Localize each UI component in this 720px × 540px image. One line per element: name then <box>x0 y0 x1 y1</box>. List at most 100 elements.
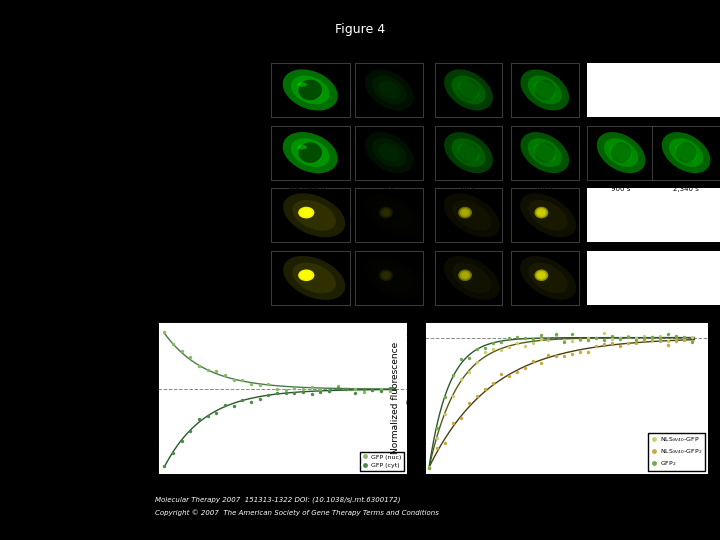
Ellipse shape <box>536 271 546 280</box>
Y-axis label: Normalized fluorescence: Normalized fluorescence <box>391 342 400 454</box>
Text: Pre bleach: Pre bleach <box>289 186 325 192</box>
Bar <box>511 63 579 117</box>
Ellipse shape <box>444 70 492 111</box>
Circle shape <box>297 145 307 150</box>
Ellipse shape <box>379 143 400 163</box>
Bar <box>511 126 579 180</box>
Point <box>439 409 451 418</box>
Point <box>271 388 283 397</box>
Ellipse shape <box>365 70 414 111</box>
Point <box>341 384 352 393</box>
Ellipse shape <box>538 272 545 279</box>
Point <box>219 401 230 409</box>
Point <box>297 388 309 397</box>
Bar <box>511 251 579 305</box>
Point <box>463 367 474 376</box>
Point <box>471 345 482 354</box>
Text: NLS$_{SV40}$GFP: NLS$_{SV40}$GFP <box>158 210 199 220</box>
Ellipse shape <box>528 138 562 167</box>
Ellipse shape <box>451 138 485 167</box>
Point <box>654 332 666 340</box>
Ellipse shape <box>675 144 697 162</box>
Point <box>670 332 682 340</box>
Ellipse shape <box>444 256 500 300</box>
Ellipse shape <box>298 269 315 281</box>
Point <box>306 390 318 399</box>
Point <box>630 334 642 342</box>
Ellipse shape <box>283 193 346 237</box>
Text: c: c <box>158 186 163 196</box>
Point <box>375 384 387 393</box>
Bar <box>588 188 655 242</box>
Point <box>289 388 300 397</box>
Legend: GFP (nuc), GFP (cyt): GFP (nuc), GFP (cyt) <box>360 451 404 470</box>
Point <box>647 333 658 342</box>
Point <box>575 335 586 343</box>
Point <box>167 449 179 457</box>
Bar <box>356 188 423 242</box>
Point <box>582 334 594 342</box>
Text: a: a <box>158 60 164 71</box>
Point <box>315 388 326 396</box>
Point <box>495 346 506 354</box>
Point <box>495 370 506 379</box>
Point <box>582 336 594 345</box>
Ellipse shape <box>379 269 393 281</box>
Ellipse shape <box>520 193 576 237</box>
Text: f: f <box>385 306 390 316</box>
Ellipse shape <box>298 207 315 218</box>
Bar <box>435 251 503 305</box>
Bar <box>271 188 350 242</box>
Point <box>654 334 666 342</box>
Ellipse shape <box>669 138 703 167</box>
Point <box>455 355 467 363</box>
Point <box>202 411 213 420</box>
Point <box>263 390 274 399</box>
Point <box>543 336 554 345</box>
Legend: NLS$_{SV40}$-GFP, NLS$_{SV40}$-GFP$_2$, GFP$_2$: NLS$_{SV40}$-GFP, NLS$_{SV40}$-GFP$_2$, … <box>648 433 705 470</box>
Point <box>606 334 618 343</box>
Point <box>297 385 309 394</box>
Point <box>678 335 690 344</box>
Text: 60 s: 60 s <box>461 186 476 192</box>
Ellipse shape <box>451 76 485 104</box>
Point <box>622 332 634 340</box>
Point <box>384 387 395 396</box>
Point <box>366 386 378 395</box>
Point <box>678 333 690 341</box>
Bar <box>271 126 350 180</box>
Point <box>495 338 506 346</box>
Point <box>551 330 562 339</box>
Point <box>535 335 546 343</box>
Ellipse shape <box>457 144 480 162</box>
Point <box>479 348 490 356</box>
Text: e: e <box>114 306 120 316</box>
Point <box>210 366 222 375</box>
Point <box>167 340 179 348</box>
Ellipse shape <box>291 138 330 167</box>
Point <box>503 372 514 381</box>
Point <box>622 338 634 347</box>
Point <box>423 463 435 472</box>
Point <box>447 392 459 400</box>
Ellipse shape <box>381 271 392 280</box>
Point <box>590 334 602 343</box>
Text: 240 s: 240 s <box>535 186 554 192</box>
Ellipse shape <box>459 143 479 163</box>
Point <box>519 364 531 373</box>
Point <box>503 334 514 342</box>
Bar <box>511 188 579 242</box>
Ellipse shape <box>521 132 569 173</box>
Point <box>686 333 698 341</box>
Ellipse shape <box>379 207 393 218</box>
Point <box>349 384 361 393</box>
Point <box>559 338 570 346</box>
Text: /: / <box>346 273 351 282</box>
Point <box>551 352 562 360</box>
Point <box>471 357 482 366</box>
Point <box>638 334 649 342</box>
Ellipse shape <box>302 210 311 216</box>
Ellipse shape <box>528 262 568 293</box>
Point <box>582 347 594 356</box>
Point <box>332 384 343 393</box>
